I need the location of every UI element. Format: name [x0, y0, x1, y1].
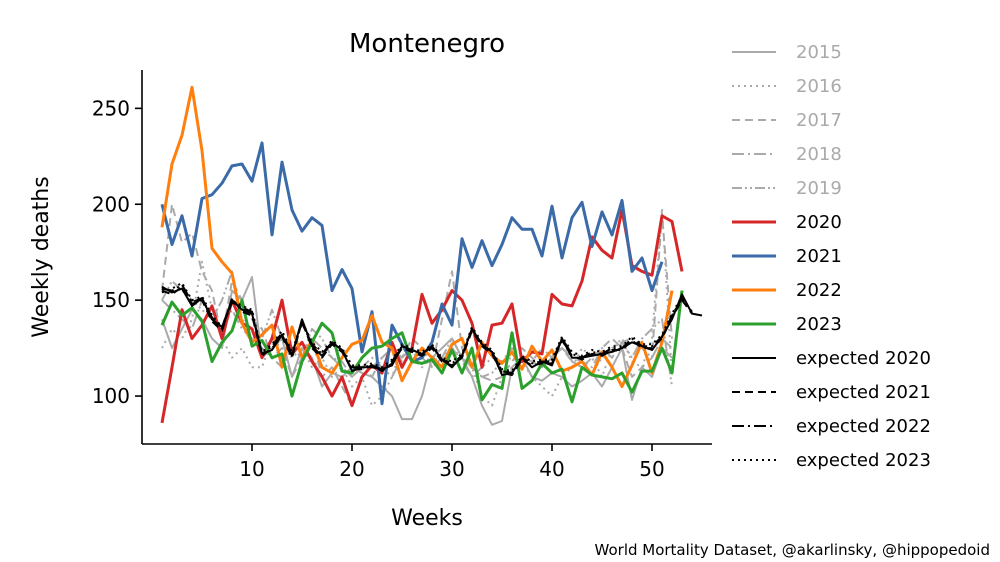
legend-label: 2015 — [796, 42, 842, 63]
x-tick-label: 10 — [239, 457, 264, 481]
x-tick-label: 40 — [539, 457, 564, 481]
y-tick-label: 250 — [92, 96, 130, 120]
legend-label: 2019 — [796, 178, 842, 199]
legend-label: 2022 — [796, 280, 842, 301]
series-line-expected-2021 — [161, 285, 693, 376]
legend-label: expected 2023 — [796, 450, 931, 471]
x-tick-label: 50 — [639, 457, 664, 481]
series-line-expected-2022 — [161, 283, 693, 374]
chart-title: Montenegro — [349, 29, 505, 59]
series-line-2023 — [160, 290, 684, 404]
legend-label: 2016 — [796, 76, 842, 97]
legend-label: 2018 — [796, 144, 842, 165]
legend-label: 2020 — [796, 212, 842, 233]
x-tick-label: 20 — [339, 457, 364, 481]
x-tick-label: 30 — [439, 457, 464, 481]
legend-label: 2021 — [796, 246, 842, 267]
credit-text: World Mortality Dataset, @akarlinsky, @h… — [595, 541, 990, 559]
x-ticks: 10 20 30 40 50 — [239, 444, 665, 481]
plot-area — [160, 85, 703, 426]
y-axis-label: Weekly deaths — [29, 176, 54, 337]
series-line-2015 — [161, 276, 673, 426]
series-line-2016 — [161, 207, 673, 407]
y-ticks: 100 150 200 250 — [92, 96, 142, 408]
y-tick-label: 100 — [92, 384, 130, 408]
legend-label: expected 2022 — [796, 416, 931, 437]
x-axis-label: Weeks — [391, 506, 463, 531]
y-tick-label: 200 — [92, 192, 130, 216]
legend-label: expected 2020 — [796, 348, 931, 369]
legend: 2015 2016 2017 2018 2019 2020 2021 2022 2023 expe… — [732, 42, 931, 471]
legend-label: expected 2021 — [796, 382, 931, 403]
legend-label: 2023 — [796, 314, 842, 335]
series-line-2022 — [160, 85, 674, 388]
legend-label: 2017 — [796, 110, 842, 131]
y-tick-label: 150 — [92, 288, 130, 312]
